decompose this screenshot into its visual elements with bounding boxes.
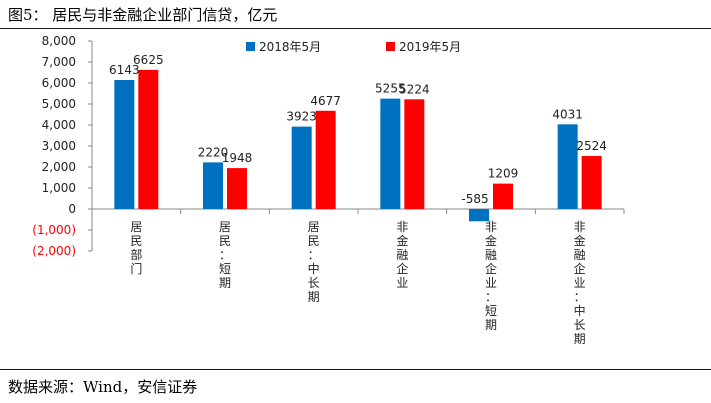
- category-labels: 居民部门 居民：短期 居民：中长期 非金融企业 非金融企业：短期 非金融企业：中长期: [130, 220, 585, 346]
- bar-2018-4: [469, 209, 489, 222]
- legend: 2018年5月 2019年5月: [246, 40, 461, 54]
- legend-swatch-2019: [386, 42, 395, 51]
- data-label: 1948: [222, 151, 253, 165]
- data-label: 6625: [133, 53, 164, 67]
- y-tick-label: 2,000: [42, 160, 76, 174]
- bar-2018-5: [557, 124, 578, 209]
- figure-title: 图5： 居民与非金融企业部门信贷，亿元: [8, 6, 278, 24]
- data-label: 2524: [576, 139, 607, 153]
- y-tick-label: (1,000): [32, 223, 76, 237]
- y-tick-label: 3,000: [42, 139, 76, 153]
- data-label: -585: [461, 192, 488, 206]
- bar-2018-1: [203, 162, 223, 209]
- legend-label-2018: 2018年5月: [259, 40, 321, 54]
- data-label: 2220: [198, 145, 229, 159]
- category-label: 居民：短期: [219, 220, 231, 290]
- top-rule: [0, 28, 711, 29]
- category-label: 非金融企业：中长期: [574, 220, 586, 346]
- category-label: 居民：中长期: [308, 220, 320, 304]
- category-label: 居民部门: [130, 220, 142, 276]
- y-tick-label: 4,000: [42, 118, 76, 132]
- bar-2018-3: [380, 98, 401, 209]
- bar-2019-5: [581, 155, 602, 209]
- data-label: 4031: [552, 107, 583, 121]
- bottom-rule: [0, 369, 711, 370]
- y-tick-label: 8,000: [42, 34, 76, 48]
- data-label: 5255: [375, 82, 406, 96]
- bar-2019-4: [493, 183, 513, 209]
- bar-2019-2: [315, 110, 336, 209]
- bar-2018-2: [291, 126, 312, 209]
- category-label: 非金融企业：短期: [485, 220, 497, 332]
- source-note: 数据来源：Wind，安信证券: [8, 378, 198, 396]
- y-tick-label: 6,000: [42, 76, 76, 90]
- y-tick-label: 5,000: [42, 97, 76, 111]
- bar-2019-0: [138, 69, 159, 209]
- bar-2018-0: [114, 79, 135, 209]
- data-label: 5224: [399, 82, 430, 96]
- legend-label-2019: 2019年5月: [399, 40, 461, 54]
- y-tick-label: 0: [68, 202, 76, 216]
- bars: [114, 69, 602, 222]
- data-label: 4677: [310, 94, 341, 108]
- data-label: 1209: [488, 167, 519, 181]
- y-tick-label: 1,000: [42, 181, 76, 195]
- bar-2019-1: [227, 168, 247, 209]
- data-label: 3923: [286, 110, 317, 124]
- y-axis: 8,000 7,000 6,000 5,000 4,000 3,000 2,000 1,000…: [32, 34, 625, 258]
- y-tick-label: 7,000: [42, 55, 76, 69]
- legend-swatch-2018: [246, 42, 255, 51]
- bar-2019-3: [404, 99, 425, 209]
- y-tick-label: (2,000): [32, 244, 76, 258]
- category-label: 非金融企业: [396, 220, 408, 290]
- bar-chart: 8,000 7,000 6,000 5,000 4,000 3,000 2,000 1,000…: [32, 34, 625, 346]
- data-label: 6143: [109, 63, 140, 77]
